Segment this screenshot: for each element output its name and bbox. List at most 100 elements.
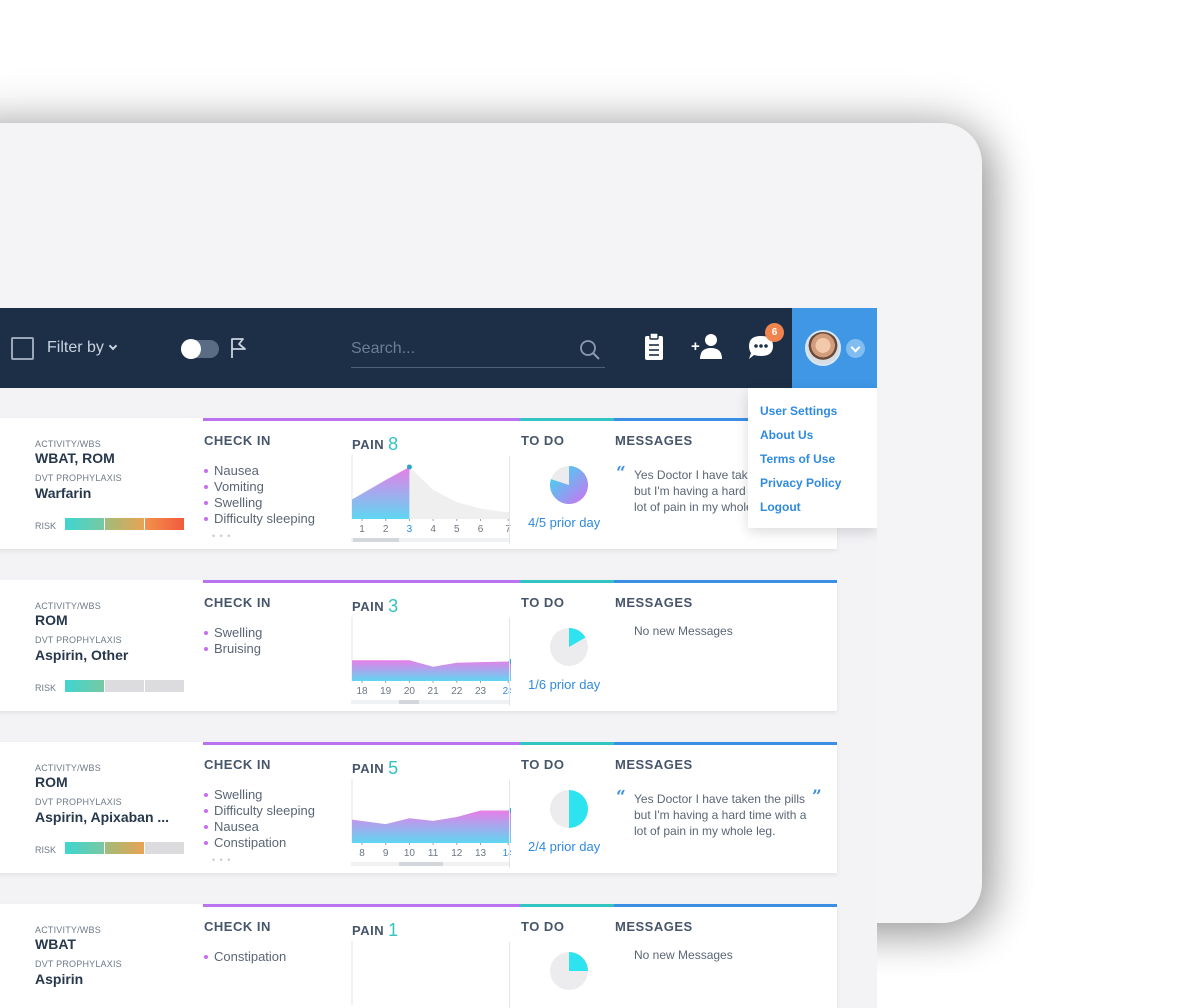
activity-label: ACTIVITY/WBS xyxy=(35,925,101,935)
x-tick-label: 4 xyxy=(430,524,436,535)
top-navigation-bar: y Filter by + xyxy=(0,308,877,388)
pie-filled-slice xyxy=(569,790,588,828)
section-color-strip xyxy=(203,904,520,907)
message-preview[interactable]: Yes Doctor I have taken the pills but I'… xyxy=(634,792,807,838)
menu-item-terms-of-use[interactable]: Terms of Use xyxy=(760,452,836,466)
risk-label: RISK xyxy=(35,845,57,855)
x-tick-label: 13 xyxy=(475,848,487,859)
checkin-title: CHECK IN xyxy=(204,757,271,772)
pain-chart-holder: 8 9 10 11 12 13 14 xyxy=(351,779,511,869)
x-tick-label: 24 xyxy=(503,686,511,697)
select-all-checkbox[interactable] xyxy=(11,337,34,360)
column-divider xyxy=(509,618,510,706)
pain-chart-holder xyxy=(351,941,511,1008)
x-tick-label: 20 xyxy=(404,686,416,697)
section-color-strip xyxy=(520,742,614,745)
activity-value: WBAT xyxy=(35,936,76,952)
x-tick-label: 22 xyxy=(451,686,463,697)
x-tick-label: 9 xyxy=(383,848,389,859)
pie-filled-slice xyxy=(569,628,586,647)
search-input[interactable] xyxy=(351,338,566,360)
chevron-down-icon xyxy=(846,339,865,358)
todo-progress-pie xyxy=(550,466,588,504)
patient-card[interactable]: ACTIVITY/WBS ROM DVT PROPHYLAXIS Aspirin, A… xyxy=(0,742,837,873)
column-divider xyxy=(509,456,510,544)
pain-label: PAIN xyxy=(352,599,385,614)
messages-title: MESSAGES xyxy=(615,433,693,448)
checkin-item: Swelling xyxy=(204,625,262,641)
pain-chart[interactable] xyxy=(351,941,511,1008)
menu-item-user-settings[interactable]: User Settings xyxy=(760,404,838,418)
checkin-item: Nausea xyxy=(204,463,315,479)
risk-bar xyxy=(65,680,184,692)
messages-icon[interactable] xyxy=(746,332,776,362)
checkin-item: Difficulty sleeping xyxy=(204,803,315,819)
dvt-value: Aspirin xyxy=(35,971,84,987)
risk-segment xyxy=(105,842,144,854)
menu-item-privacy-policy[interactable]: Privacy Policy xyxy=(760,476,842,490)
checkin-title: CHECK IN xyxy=(204,919,271,934)
chart-scrollbar-track xyxy=(351,538,509,542)
x-tick-label: 23 xyxy=(475,686,487,697)
no-messages-text: No new Messages xyxy=(634,948,733,962)
todo-progress-text[interactable]: 1/6 prior day xyxy=(528,677,601,692)
dvt-label: DVT PROPHYLAXIS xyxy=(35,635,122,645)
patient-card[interactable]: ACTIVITY/WBS WBAT, ROM DVT PROPHYLAXIS Warf… xyxy=(0,418,837,549)
menu-item-logout[interactable]: Logout xyxy=(760,500,801,514)
x-tick-label: 7 xyxy=(505,524,511,535)
more-dots-icon[interactable]: • • • xyxy=(212,531,232,541)
todo-progress-pie xyxy=(550,628,588,666)
checkin-title: CHECK IN xyxy=(204,433,271,448)
add-user-icon[interactable]: + xyxy=(691,332,725,362)
x-tick-label: 19 xyxy=(380,686,392,697)
section-color-strip xyxy=(520,580,614,583)
profile-menu-button[interactable] xyxy=(792,308,877,388)
todo-pie-holder xyxy=(550,466,588,504)
pain-score: 1 xyxy=(388,920,399,940)
x-tick-label: 18 xyxy=(356,686,368,697)
section-color-strip xyxy=(614,580,837,583)
flag-filter-toggle[interactable] xyxy=(181,339,219,359)
clipboard-icon[interactable] xyxy=(643,332,665,362)
todo-progress-pie xyxy=(550,790,588,828)
search-icon[interactable] xyxy=(579,339,601,361)
pain-chart[interactable]: 18 19 20 21 22 23 24 xyxy=(351,617,511,707)
messages-title: MESSAGES xyxy=(615,757,693,772)
checkin-list: Swelling Bruising xyxy=(204,625,262,657)
activity-value: WBAT, ROM xyxy=(35,450,115,466)
checkin-item: Difficulty sleeping xyxy=(204,511,315,527)
risk-label: RISK xyxy=(35,521,57,531)
menu-item-about-us[interactable]: About Us xyxy=(760,428,814,442)
x-tick-label: 1 xyxy=(359,524,365,535)
chevron-down-icon xyxy=(108,341,118,351)
dvt-value: Aspirin, Apixaban ... xyxy=(35,809,170,825)
section-color-strip xyxy=(520,904,614,907)
app-screen: y Filter by + xyxy=(0,308,877,1008)
checkin-item: Constipation xyxy=(204,949,286,965)
messages-title: MESSAGES xyxy=(615,595,693,610)
flag-icon[interactable] xyxy=(230,337,250,359)
pain-chart[interactable]: 8 9 10 11 12 13 14 xyxy=(351,779,511,869)
pain-chart-holder: 18 19 20 21 22 23 24 xyxy=(351,617,511,707)
risk-segment xyxy=(145,842,184,854)
todo-progress-pie xyxy=(550,952,588,990)
section-color-strip xyxy=(614,904,837,907)
more-dots-icon[interactable]: • • • xyxy=(212,855,232,865)
todo-progress-text[interactable]: 2/4 prior day xyxy=(528,839,601,854)
risk-segment xyxy=(105,518,144,530)
x-tick-label: 2 xyxy=(383,524,389,535)
checkin-list: Swelling Difficulty sleeping Nausea Constip… xyxy=(204,787,315,851)
pain-chart[interactable]: 1 2 3 4 5 6 7 xyxy=(351,455,511,545)
section-color-strip xyxy=(614,742,837,745)
activity-value: ROM xyxy=(35,774,68,790)
todo-progress-text[interactable]: 4/5 prior day xyxy=(528,515,601,530)
filter-dropdown[interactable]: Filter by xyxy=(47,339,118,357)
messages-title: MESSAGES xyxy=(615,919,693,934)
chart-scrollbar-thumb xyxy=(399,700,419,704)
risk-bar xyxy=(65,518,184,530)
checkin-list: Nausea Vomiting Swelling Difficulty sleepin… xyxy=(204,463,315,527)
dvt-label: DVT PROPHYLAXIS xyxy=(35,797,122,807)
x-tick-label: 6 xyxy=(478,524,484,535)
